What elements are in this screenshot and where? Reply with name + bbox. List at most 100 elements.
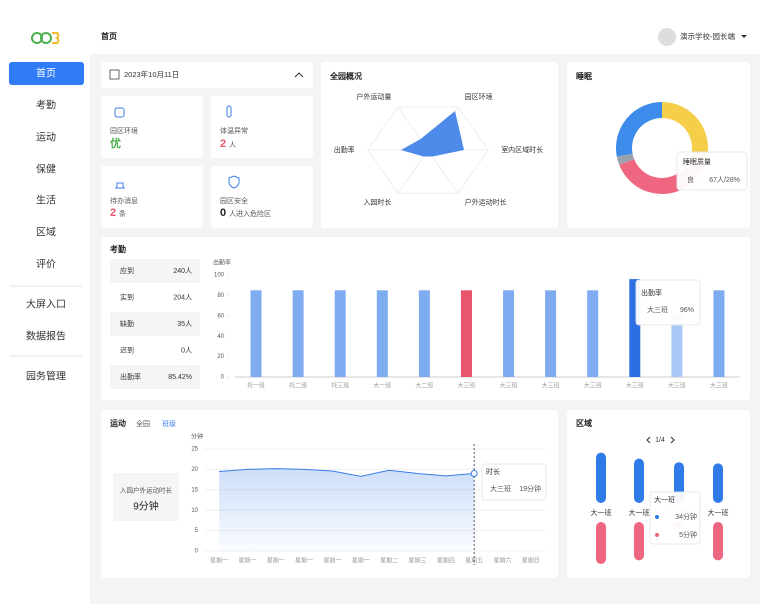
card-title: 考勤 — [110, 244, 126, 254]
stat-label: 待办消息 — [110, 196, 138, 205]
tooltip — [481, 463, 547, 501]
nav-item[interactable]: 大屏入口 — [26, 298, 66, 311]
bar[interactable] — [376, 290, 388, 377]
bar[interactable] — [503, 290, 515, 377]
tooltip-title: 时长 — [486, 467, 500, 476]
stat-unit: 人进入危险区 — [229, 209, 271, 218]
bar[interactable] — [596, 452, 606, 503]
sidebar — [0, 0, 90, 604]
tooltip-text: 5分钟 — [679, 530, 697, 539]
y-tick-label: 0 — [221, 375, 225, 381]
tab[interactable]: 全园 — [136, 419, 150, 428]
nav-item[interactable]: 数据报告 — [26, 330, 66, 343]
nav-item[interactable]: 考勤 — [36, 99, 56, 112]
nav-item[interactable]: 园务管理 — [26, 370, 66, 383]
bar[interactable] — [713, 522, 723, 561]
x-tick-label: 星期一 — [323, 557, 341, 565]
bar[interactable] — [634, 458, 644, 503]
stat-label: 体温异常 — [220, 126, 248, 135]
table-cell: 出勤率 — [120, 372, 141, 381]
bar[interactable] — [713, 463, 723, 503]
date-card[interactable] — [101, 62, 313, 88]
avatar[interactable] — [658, 28, 676, 46]
table-cell: 实到 — [120, 292, 134, 301]
y-tick-label: 20 — [217, 354, 224, 360]
bar[interactable] — [596, 522, 606, 564]
table-cell: 240人 — [173, 267, 192, 275]
donut-segment[interactable] — [662, 102, 708, 163]
donut-segment[interactable] — [615, 102, 662, 157]
stat-value: 2 — [110, 207, 116, 219]
bar[interactable] — [587, 290, 599, 377]
nav-item[interactable]: 首页 — [36, 67, 56, 80]
logo — [31, 32, 60, 44]
x-tick-label: 星期日 — [522, 557, 540, 565]
bar[interactable] — [460, 290, 472, 377]
tooltip-title: 大一班 — [654, 495, 675, 504]
y-axis-label: 分钟 — [191, 433, 203, 441]
radar-label: 户外运动量 — [356, 92, 391, 101]
y-tick-label: 15 — [191, 487, 198, 493]
bar[interactable] — [292, 290, 304, 377]
collapse-icon[interactable] — [294, 72, 304, 78]
dropdown-caret[interactable] — [741, 35, 747, 38]
tooltip-text: 19分钟 — [519, 484, 541, 493]
calendar-icon — [109, 69, 120, 80]
x-tick-label: 大三班 — [584, 382, 602, 390]
bar[interactable] — [671, 313, 683, 377]
stat-card — [101, 166, 203, 228]
header — [90, 0, 760, 54]
page-title: 首页 — [101, 31, 117, 41]
bar[interactable] — [545, 290, 557, 377]
nav-item[interactable]: 运动 — [36, 132, 56, 144]
table-cell: 应到 — [120, 266, 134, 275]
tooltip-text: 96% — [680, 307, 694, 314]
tooltip-text: 34分钟 — [675, 512, 697, 521]
point[interactable] — [470, 469, 478, 477]
radar-label: 入园时长 — [363, 198, 391, 207]
donut-card — [567, 62, 750, 228]
nav-item[interactable]: 保健 — [36, 163, 56, 176]
radar-label: 园区环境 — [465, 92, 493, 101]
nav-active — [9, 62, 84, 85]
tab[interactable]: 班级 — [162, 419, 176, 428]
bar[interactable] — [634, 522, 644, 561]
stat-value: 优 — [110, 136, 121, 150]
x-tick-label: 大三班 — [542, 382, 560, 390]
stat-unit: 条 — [119, 209, 126, 218]
nav-item[interactable]: 区域 — [36, 226, 56, 239]
tooltip-text: 大三班 — [490, 484, 511, 493]
bar[interactable] — [713, 290, 725, 377]
stat-card — [211, 96, 313, 158]
card-title: 运动 — [110, 418, 126, 428]
nav-item[interactable]: 生活 — [36, 194, 56, 207]
nav-item[interactable]: 评价 — [36, 259, 56, 271]
radar-spoke — [397, 149, 429, 194]
stat-card — [101, 96, 203, 158]
stat-icons — [114, 105, 240, 189]
legend-dot — [655, 515, 659, 519]
donut-segment[interactable] — [616, 153, 635, 165]
pager: 1/4 — [655, 437, 665, 444]
radar-label: 室内区域时长 — [501, 145, 543, 154]
table-cell: 204人 — [173, 293, 192, 301]
bar[interactable] — [418, 290, 430, 377]
tooltip-text: 67人/28% — [709, 176, 740, 184]
x-tick-label: 星期一 — [295, 557, 313, 565]
card-title: 睡眠 — [576, 71, 592, 81]
table-cell: 0人 — [181, 346, 192, 354]
user-name[interactable]: 演示学校-园长端 — [680, 31, 735, 41]
bar[interactable] — [250, 290, 262, 377]
pager-arrows[interactable] — [646, 436, 675, 444]
bar[interactable] — [629, 279, 641, 377]
x-tick-label: 星期一 — [352, 557, 370, 565]
stat-unit: 人 — [229, 141, 236, 149]
tooltip-title: 睡眠质量 — [683, 157, 711, 166]
bar[interactable] — [334, 290, 346, 377]
radar-label: 户外运动时长 — [465, 198, 507, 207]
summary-box — [113, 473, 179, 521]
x-tick-label: 大三班 — [668, 382, 686, 390]
table-cell: 缺勤 — [120, 319, 134, 328]
y-tick-label: 40 — [217, 334, 224, 340]
